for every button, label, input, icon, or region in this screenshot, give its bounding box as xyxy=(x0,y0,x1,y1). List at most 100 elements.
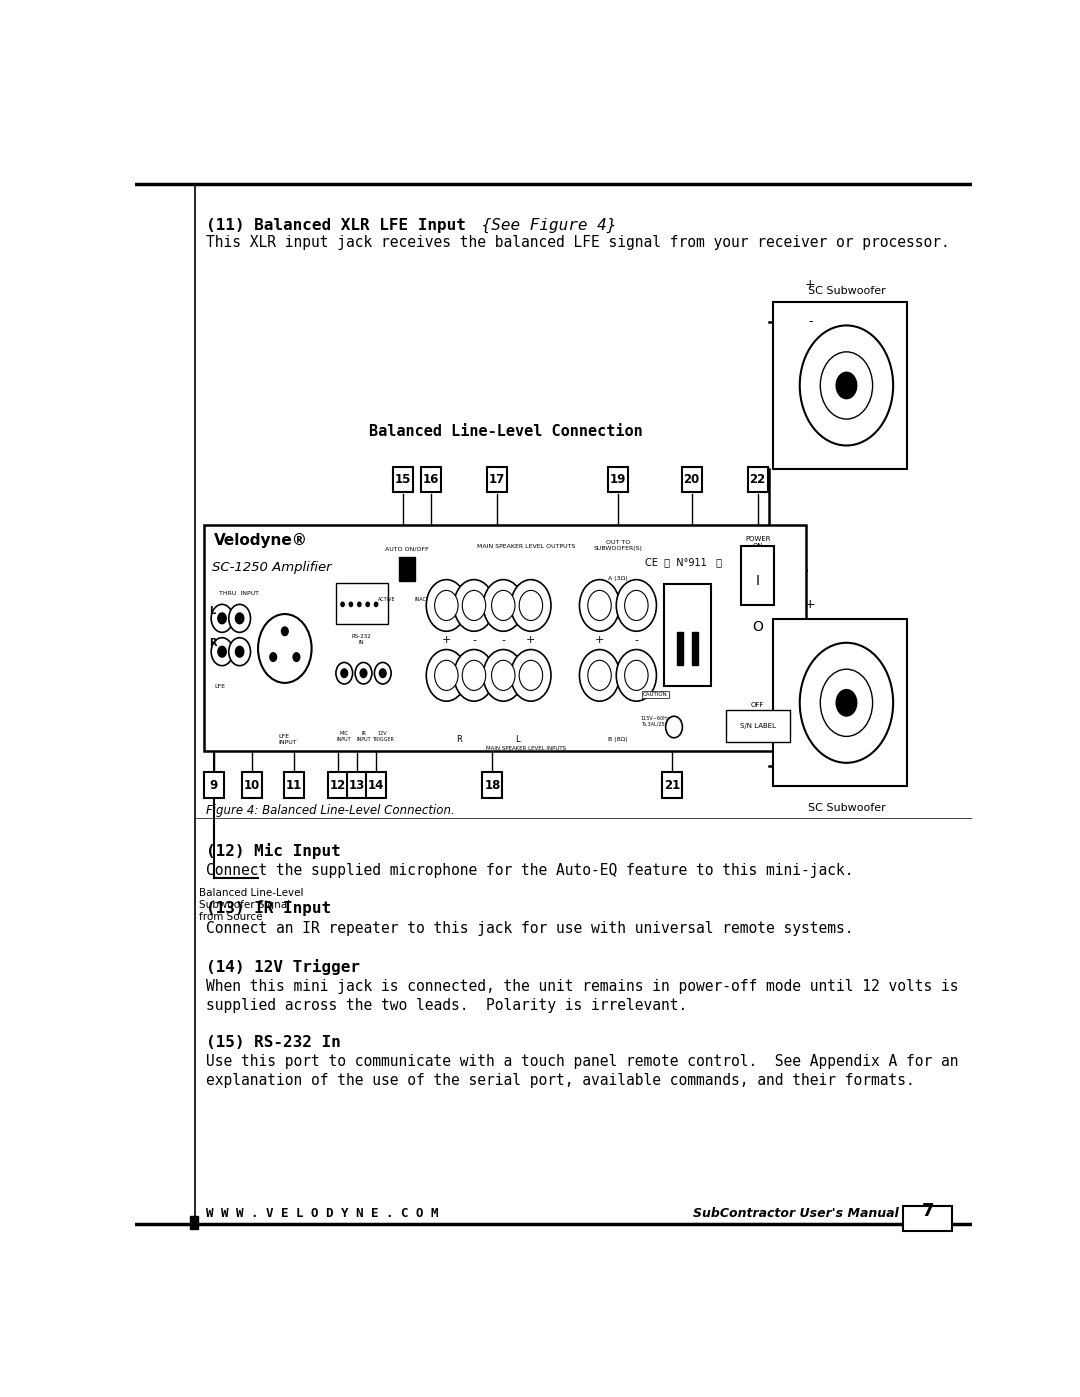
Circle shape xyxy=(336,662,352,685)
Circle shape xyxy=(229,605,251,633)
Text: When this mini jack is connected, the unit remains in power-off mode until 12 vo: When this mini jack is connected, the un… xyxy=(206,979,959,993)
Text: (12) Mic Input: (12) Mic Input xyxy=(206,844,341,859)
Text: SubContractor User's Manual: SubContractor User's Manual xyxy=(693,1207,900,1220)
Circle shape xyxy=(355,662,372,685)
Circle shape xyxy=(258,615,312,683)
Text: POWER
ON: POWER ON xyxy=(745,535,770,549)
Text: +: + xyxy=(442,634,451,645)
Circle shape xyxy=(800,326,893,446)
Text: 12V
TRIGGER: 12V TRIGGER xyxy=(372,731,394,742)
Text: SC Subwoofer: SC Subwoofer xyxy=(808,285,886,296)
Circle shape xyxy=(519,591,542,620)
Text: 19: 19 xyxy=(610,474,626,486)
Circle shape xyxy=(483,650,524,701)
Bar xyxy=(662,773,683,798)
Text: supplied across the two leads.  Polarity is irrelevant.: supplied across the two leads. Polarity … xyxy=(206,997,687,1013)
Text: SC-1250 Amplifier: SC-1250 Amplifier xyxy=(212,562,332,574)
Text: R: R xyxy=(210,638,217,648)
Bar xyxy=(366,773,387,798)
Text: 20: 20 xyxy=(684,474,700,486)
Circle shape xyxy=(462,661,486,690)
Circle shape xyxy=(491,661,515,690)
Text: explanation of the use of the serial port, available commands, and their formats: explanation of the use of the serial por… xyxy=(206,1073,915,1088)
Circle shape xyxy=(366,602,369,606)
Text: OFF: OFF xyxy=(751,701,765,708)
Bar xyxy=(903,1206,951,1232)
Text: 12: 12 xyxy=(329,778,346,792)
Circle shape xyxy=(462,591,486,620)
Circle shape xyxy=(800,643,893,763)
Text: -: - xyxy=(808,314,812,328)
Bar xyxy=(681,467,702,493)
Text: +: + xyxy=(805,278,815,292)
Text: -: - xyxy=(472,634,476,645)
Circle shape xyxy=(270,652,276,661)
Text: 15: 15 xyxy=(394,474,411,486)
Text: -: - xyxy=(808,796,812,810)
Text: 18: 18 xyxy=(484,778,501,792)
Circle shape xyxy=(511,650,551,701)
Circle shape xyxy=(229,637,251,666)
Circle shape xyxy=(212,637,233,666)
Circle shape xyxy=(379,669,387,678)
Bar xyxy=(692,633,699,665)
Text: CAUTION: CAUTION xyxy=(644,692,669,697)
Bar xyxy=(393,467,413,493)
Text: +: + xyxy=(805,598,815,610)
Text: (11) Balanced XLR LFE Input: (11) Balanced XLR LFE Input xyxy=(206,218,467,233)
Text: IR
INPUT: IR INPUT xyxy=(356,731,370,742)
Bar xyxy=(773,302,907,469)
Text: Balanced Line-Level
Subwoofer Signal
from Source: Balanced Line-Level Subwoofer Signal fro… xyxy=(200,888,303,922)
Circle shape xyxy=(454,650,494,701)
Circle shape xyxy=(218,647,226,657)
Bar xyxy=(608,467,627,493)
Text: MAIN SPEAKER LEVEL INPUTS: MAIN SPEAKER LEVEL INPUTS xyxy=(486,746,566,750)
Circle shape xyxy=(341,669,348,678)
Text: 7: 7 xyxy=(921,1201,934,1220)
Circle shape xyxy=(349,602,352,606)
Text: INACTIVE: INACTIVE xyxy=(414,597,437,602)
Text: -: - xyxy=(634,634,638,645)
Circle shape xyxy=(235,647,244,657)
Circle shape xyxy=(360,669,367,678)
Text: SC Subwoofer: SC Subwoofer xyxy=(808,803,886,813)
Circle shape xyxy=(218,613,226,623)
Circle shape xyxy=(624,661,648,690)
Bar xyxy=(204,773,224,798)
Circle shape xyxy=(427,580,467,631)
Bar xyxy=(347,773,367,798)
Text: 14: 14 xyxy=(368,778,384,792)
Circle shape xyxy=(617,580,657,631)
Circle shape xyxy=(588,591,611,620)
Text: O: O xyxy=(753,620,764,634)
Circle shape xyxy=(375,662,391,685)
Text: (13) IR Input: (13) IR Input xyxy=(206,901,332,916)
Text: Connect the supplied microphone for the Auto-EQ feature to this mini-jack.: Connect the supplied microphone for the … xyxy=(206,862,853,877)
Text: A (3Ω): A (3Ω) xyxy=(608,577,627,581)
Bar xyxy=(327,773,348,798)
Text: 115V~60Hz
To.3AL/250V: 115V~60Hz To.3AL/250V xyxy=(640,717,671,726)
Circle shape xyxy=(483,580,524,631)
Circle shape xyxy=(427,650,467,701)
Circle shape xyxy=(519,661,542,690)
Circle shape xyxy=(580,580,620,631)
Text: Use this port to communicate with a touch panel remote control.  See Appendix A : Use this port to communicate with a touc… xyxy=(206,1053,959,1069)
Bar xyxy=(726,710,789,742)
Circle shape xyxy=(341,602,345,606)
Text: 11: 11 xyxy=(286,778,302,792)
Circle shape xyxy=(624,591,648,620)
Text: Figure 4: Balanced Line-Level Connection.: Figure 4: Balanced Line-Level Connection… xyxy=(206,805,455,817)
Bar xyxy=(747,467,768,493)
Text: Connect an IR repeater to this jack for use with universal remote systems.: Connect an IR repeater to this jack for … xyxy=(206,921,853,936)
Circle shape xyxy=(434,661,458,690)
Text: MIC
INPUT: MIC INPUT xyxy=(337,731,352,742)
Circle shape xyxy=(293,652,300,661)
Text: LFE: LFE xyxy=(215,685,226,689)
Bar xyxy=(400,557,415,581)
Bar xyxy=(677,633,684,665)
Circle shape xyxy=(836,690,856,717)
Text: 16: 16 xyxy=(423,474,440,486)
Text: B (8Ω): B (8Ω) xyxy=(608,738,627,742)
Text: 13: 13 xyxy=(349,778,365,792)
Text: W W W . V E L O D Y N E . C O M: W W W . V E L O D Y N E . C O M xyxy=(206,1207,438,1220)
